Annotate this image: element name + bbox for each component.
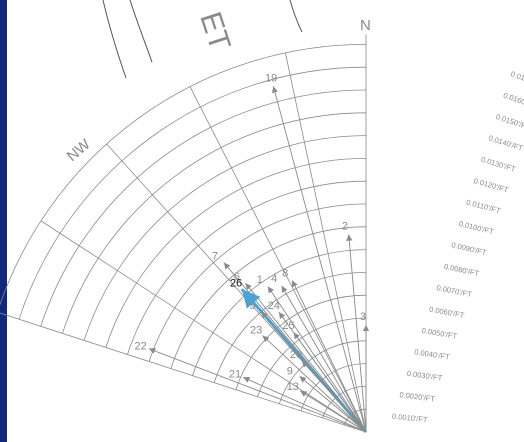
radial-spoke — [285, 52, 367, 433]
ring-arc — [40, 89, 367, 327]
vector-label-8: 8 — [282, 267, 288, 279]
ring-label: 0.0010'/FT — [392, 412, 429, 425]
vector-arrow-23 — [262, 335, 367, 433]
vector-label-1: 1 — [257, 274, 263, 286]
vector-label-26: 26 — [230, 277, 242, 289]
vector-label-6: 6 — [234, 271, 240, 283]
vector-arrow-19 — [271, 86, 367, 433]
vector-arrow-1 — [267, 286, 367, 433]
vector-arrow-20 — [301, 360, 367, 433]
vector-label-19: 19 — [265, 73, 277, 85]
vector-label-5: 5 — [249, 300, 255, 312]
vector-label-4: 4 — [271, 273, 277, 285]
ring-label: 0.0150'/FT — [495, 112, 524, 132]
vector-label-13: 13 — [287, 381, 299, 393]
vector-arrow-4 — [281, 285, 367, 433]
vector-label-7: 7 — [212, 251, 218, 263]
vector-label-22: 22 — [134, 340, 146, 352]
ring-label: 0.0080'/FT — [443, 262, 480, 278]
vector-arrows — [148, 86, 370, 433]
radial-spoke — [0, 312, 367, 433]
vector-arrow-5 — [260, 311, 367, 433]
vector-arrow-13 — [300, 390, 367, 433]
ring-arc — [192, 249, 367, 376]
ring-labels: 0.0010'/FT 0.0020'/FT 0.0030'/FT 0.0040'/FT… — [392, 69, 524, 424]
ring-label: 0.0030'/FT — [406, 369, 443, 383]
ring-arc — [105, 158, 367, 348]
ring-arc — [148, 203, 367, 362]
vector-arrow-21 — [242, 376, 367, 433]
ring-label: 0.0100'/FT — [458, 219, 495, 237]
radial-spoke — [40, 220, 367, 433]
ring-label: 0.0060'/FT — [428, 305, 465, 320]
vector-arrow-8 — [291, 280, 367, 433]
north-label: N — [360, 17, 371, 34]
ring-label: 0.0110'/FT — [465, 198, 502, 216]
vector-arrow-2 — [346, 234, 367, 433]
ring-arc — [0, 44, 367, 306]
left-frame-border — [0, 0, 7, 442]
vector-label-25: 25 — [282, 320, 294, 332]
ring-arc — [18, 66, 367, 320]
ring-arc — [62, 112, 367, 334]
ring-label: 0.0070'/FT — [436, 283, 473, 299]
vector-label-20: 20 — [290, 349, 302, 361]
ring-label: 0.0040'/FT — [414, 347, 451, 361]
ring-arc — [83, 135, 367, 341]
street-name-fragment: ET — [193, 8, 236, 55]
vector-label-21: 21 — [229, 369, 241, 381]
vector-label-23: 23 — [250, 324, 262, 336]
street-curves — [102, 0, 303, 79]
vector-label-9: 9 — [287, 366, 293, 378]
ring-label: 0.0170'/FT — [509, 69, 524, 90]
ring-grid — [0, 34, 367, 433]
ring-label: 0.0090'/FT — [451, 240, 488, 257]
ring-label: 0.0160'/FT — [502, 91, 524, 112]
vector-arrow-22 — [148, 347, 367, 433]
ring-arc — [127, 180, 367, 355]
ring-arc — [170, 226, 367, 369]
ring-label: 0.0140'/FT — [487, 133, 524, 153]
ring-label: 0.0130'/FT — [480, 155, 517, 174]
vector-arrow-25 — [293, 332, 367, 433]
vector-arrow-9 — [299, 375, 367, 433]
radial-spoke — [189, 86, 367, 433]
ring-label: 0.0120'/FT — [473, 176, 510, 195]
vector-label-24: 24 — [268, 300, 280, 312]
ring-label: 0.0020'/FT — [399, 390, 436, 403]
ring-label: 0.0050'/FT — [421, 326, 458, 341]
vector-label-2: 2 — [342, 220, 348, 232]
ring-arc — [213, 272, 367, 383]
vector-label-3: 3 — [360, 311, 366, 323]
